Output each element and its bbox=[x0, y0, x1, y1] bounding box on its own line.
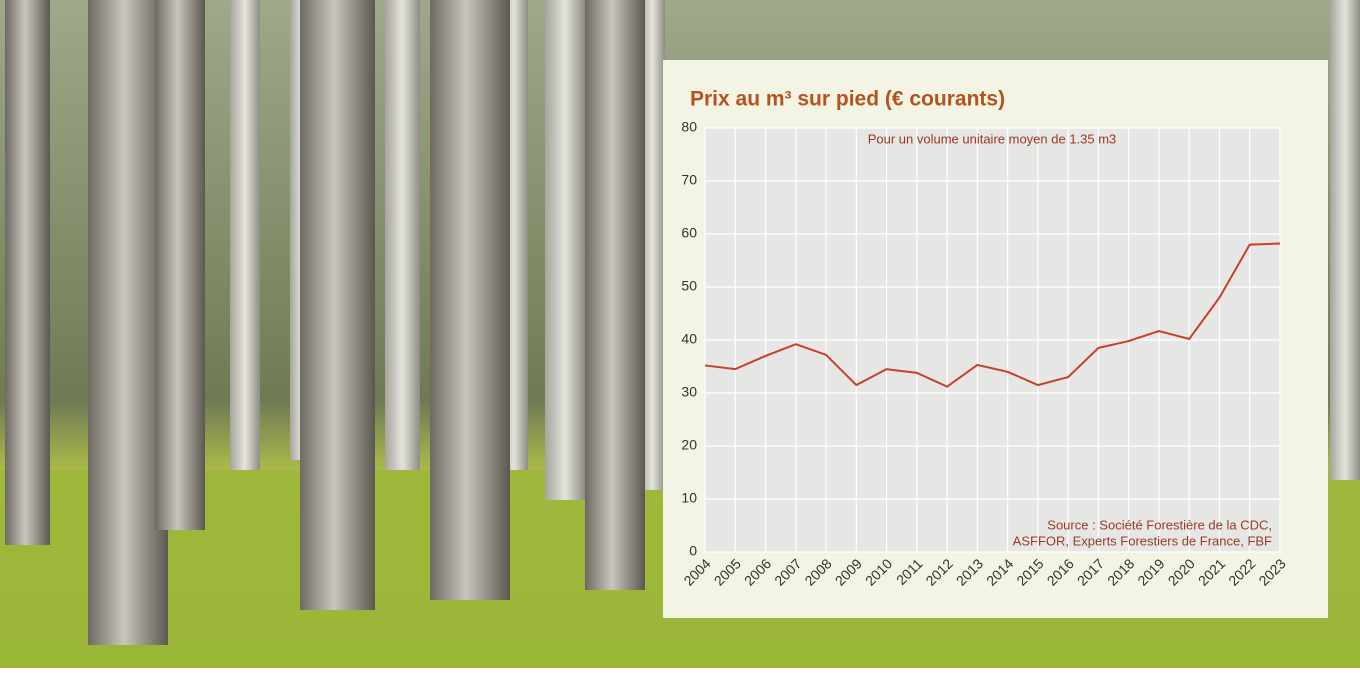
y-tick-label: 40 bbox=[681, 331, 697, 347]
y-tick-label: 60 bbox=[681, 225, 697, 241]
y-tick-label: 50 bbox=[681, 278, 697, 294]
y-tick-label: 0 bbox=[689, 543, 697, 559]
subtitle: Pour un volume unitaire moyen de 1.35 m3 bbox=[868, 131, 1117, 146]
chart-title: Prix au m³ sur pied (€ courants) bbox=[690, 88, 1005, 111]
data-line bbox=[704, 242, 1281, 388]
source-note: ASFFOR, Experts Forestiers de France, FB… bbox=[1013, 533, 1272, 548]
source-note: Source : Société Forestière de la CDC, bbox=[1047, 517, 1272, 532]
y-tick-label: 20 bbox=[681, 437, 697, 453]
y-tick-label: 30 bbox=[681, 384, 697, 400]
y-tick-label: 80 bbox=[681, 119, 697, 135]
y-tick-label: 10 bbox=[681, 490, 697, 506]
y-tick-label: 70 bbox=[681, 172, 697, 188]
